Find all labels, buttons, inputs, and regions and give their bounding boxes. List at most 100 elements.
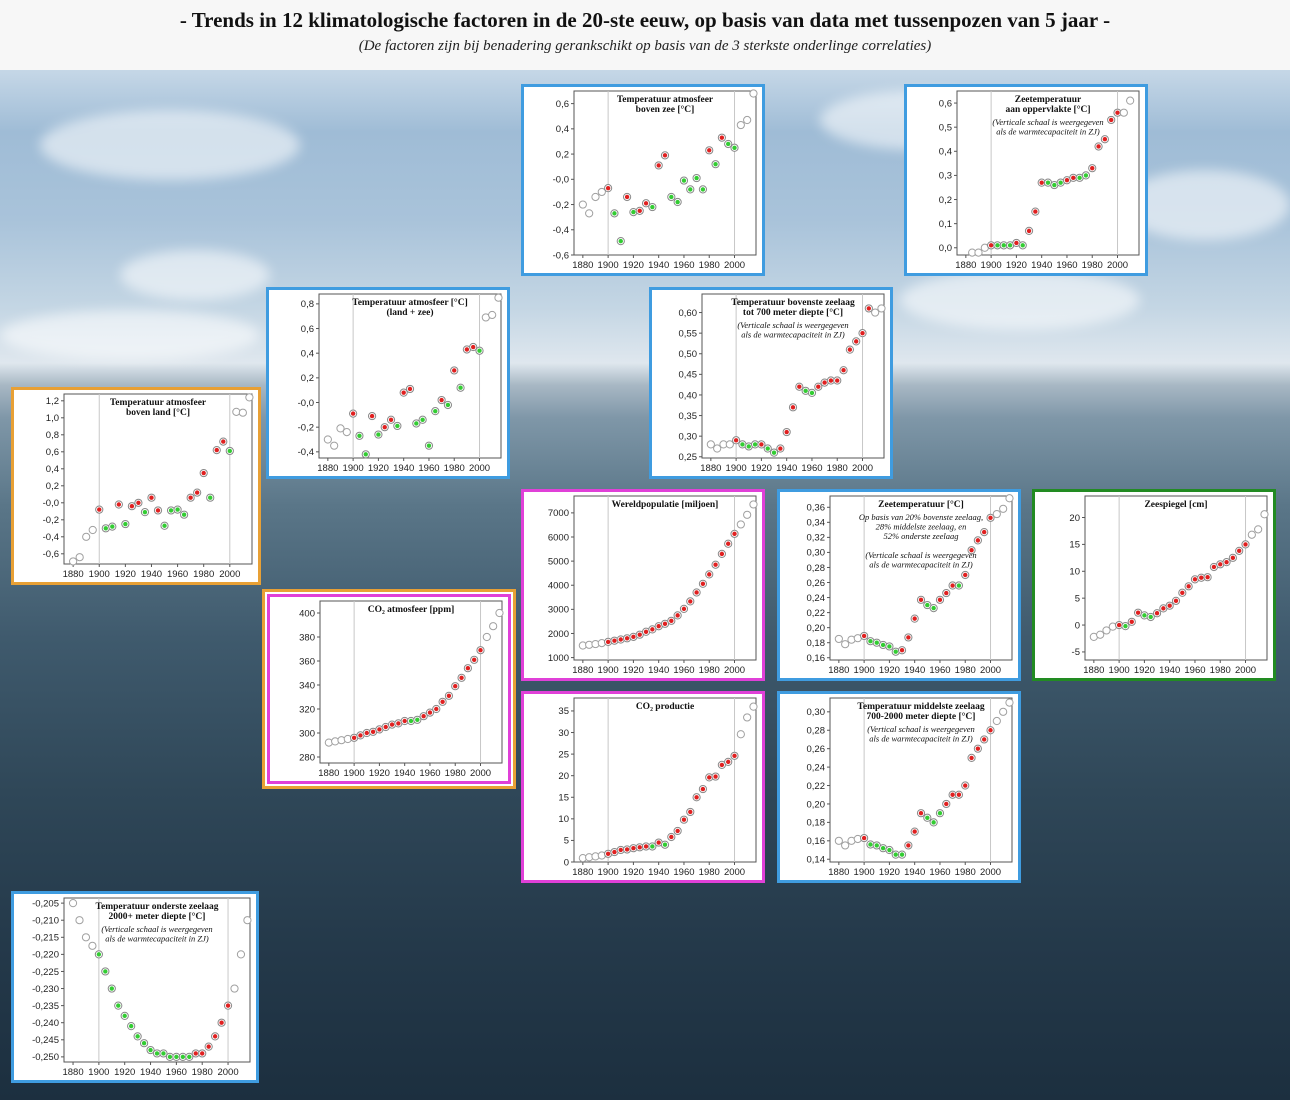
- x-tick-label: 1960: [1056, 260, 1077, 271]
- y-tick-label: 0,8: [301, 299, 314, 310]
- data-point: [1247, 530, 1256, 539]
- x-tick-label: 1960: [166, 1067, 187, 1078]
- data-point: [116, 502, 122, 507]
- x-tick-label: 1880: [955, 260, 976, 271]
- chart-title: Temperatuur bovenste zeelaag: [731, 298, 855, 308]
- data-point: [650, 627, 655, 632]
- x-tick-label: 2000: [724, 260, 745, 271]
- y-tick-label: -0,4: [553, 225, 569, 236]
- data-point: [193, 1051, 198, 1056]
- chart-title: boven zee [°C]: [636, 104, 695, 115]
- x-tick-label: 2000: [852, 463, 873, 474]
- data-point: [847, 347, 853, 352]
- x-tick-label: 1920: [369, 768, 390, 779]
- data-point: [1243, 542, 1248, 547]
- data-point: [675, 613, 680, 618]
- x-tick-label: 1980: [699, 867, 720, 878]
- data-point: [918, 597, 924, 603]
- data-point: [880, 642, 886, 648]
- data-point: [733, 438, 739, 443]
- data-point: [877, 304, 886, 313]
- x-tick-label: 1920: [368, 463, 389, 474]
- data-point: [841, 368, 846, 373]
- x-tick-label: 1900: [598, 867, 619, 878]
- y-tick-label: 5: [1075, 593, 1080, 604]
- y-tick-label: -0,0: [553, 175, 569, 186]
- data-point: [421, 714, 426, 719]
- y-tick-label: -0,250: [32, 1052, 59, 1063]
- data-point: [618, 238, 623, 244]
- chart-temp-middelste-zeelaag: 0,14 0,16 0,18 0,20 0,22 0,24 0,26 0,28 0,30 1880…: [807, 697, 1014, 878]
- data-point: [713, 562, 718, 567]
- y-tick-label: 0,6: [46, 447, 59, 458]
- y-tick-label: 0,2: [301, 373, 314, 384]
- data-point: [624, 194, 630, 200]
- data-point: [68, 899, 78, 908]
- x-tick-label: 1940: [648, 665, 669, 676]
- data-point: [155, 508, 161, 513]
- y-tick-label: 0,14: [807, 855, 826, 866]
- data-point: [1071, 175, 1076, 181]
- data-point: [1045, 180, 1051, 185]
- chart-note: (Verticale schaal is weergegeven: [101, 924, 212, 934]
- y-tick-label: 400: [299, 608, 315, 619]
- data-point: [681, 606, 687, 612]
- data-point: [1211, 564, 1217, 570]
- data-point: [732, 145, 737, 150]
- x-tick-label: 1960: [673, 260, 694, 271]
- data-point: [618, 847, 623, 853]
- data-point: [937, 810, 943, 816]
- x-tick-label: 1920: [879, 665, 900, 676]
- data-point: [1020, 243, 1025, 248]
- panel-zeetemp-gewogen: 0,16 0,18 0,20 0,22 0,24 0,26 0,28 0,30 0,32 0,34…: [777, 489, 1021, 681]
- y-tick-label: 0,24: [807, 593, 826, 604]
- data-point: [899, 648, 905, 653]
- data-point: [1173, 598, 1179, 604]
- data-point: [470, 344, 476, 350]
- data-point: [956, 792, 962, 797]
- x-tick-label: 1980: [192, 1067, 213, 1078]
- cloud-decoration: [120, 250, 270, 300]
- chart-co2-atmosfeer: 280 300 320 340 360 380 400 1880 1900 1920 1940 196…: [299, 600, 504, 779]
- chart-title: tot 700 meter diepte [°C]: [743, 307, 843, 318]
- y-tick-label: -0,225: [32, 967, 59, 978]
- data-point: [624, 847, 630, 852]
- y-tick-label: 0,4: [939, 147, 952, 158]
- data-point: [992, 716, 1001, 726]
- data-point: [358, 733, 363, 738]
- y-tick-label: 0,2: [939, 195, 952, 206]
- data-point: [675, 828, 680, 834]
- y-tick-label: -0,4: [43, 532, 59, 543]
- data-point: [841, 841, 850, 850]
- data-point: [364, 730, 369, 736]
- data-point: [662, 842, 668, 847]
- x-tick-label: 1880: [317, 463, 338, 474]
- data-point: [1129, 619, 1134, 625]
- y-tick-label: -0,6: [43, 549, 59, 560]
- x-tick-label: 1920: [115, 569, 136, 580]
- data-point: [1123, 623, 1128, 629]
- y-tick-label: 0,45: [679, 370, 698, 381]
- data-point: [75, 553, 84, 562]
- data-point: [174, 1054, 179, 1060]
- y-tick-label: 0,30: [807, 707, 826, 718]
- data-point: [1033, 209, 1038, 214]
- data-point: [123, 521, 128, 527]
- x-tick-label: 1900: [88, 1067, 109, 1078]
- data-point: [778, 446, 783, 451]
- y-tick-label: -0,6: [553, 250, 569, 261]
- chart-note: (Verticale schaal is weergegeven: [992, 117, 1103, 127]
- data-point: [1108, 117, 1114, 123]
- x-tick-label: 1880: [828, 867, 849, 878]
- x-tick-label: 1900: [854, 867, 875, 878]
- data-point: [357, 433, 362, 439]
- y-tick-label: 15: [558, 793, 569, 804]
- data-point: [950, 792, 955, 797]
- y-tick-label: -0,215: [32, 933, 59, 944]
- data-point: [230, 984, 239, 993]
- data-point: [771, 450, 777, 455]
- x-tick-label: 1920: [623, 867, 644, 878]
- y-tick-label: 0,2: [556, 149, 569, 160]
- chart-note: 28% middelste zeelaag, en: [876, 522, 967, 532]
- y-tick-label: 6000: [548, 532, 569, 543]
